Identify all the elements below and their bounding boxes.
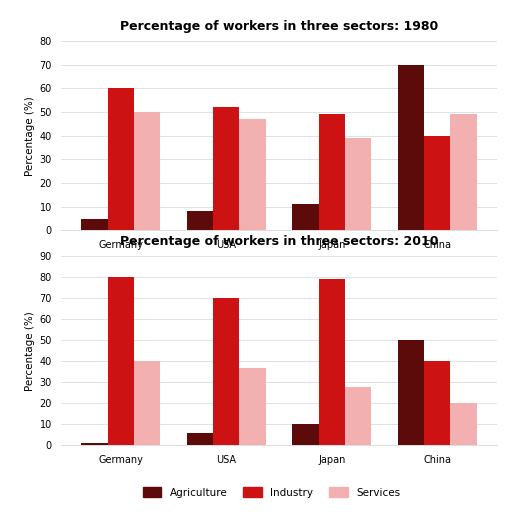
Bar <box>424 136 451 230</box>
Bar <box>240 119 266 230</box>
Bar <box>451 114 477 230</box>
Legend: Agriculture, Industry, Services: Agriculture, Industry, Services <box>139 482 404 502</box>
Bar <box>108 277 134 445</box>
Bar <box>213 298 240 445</box>
Bar <box>134 112 160 230</box>
Bar <box>187 433 213 445</box>
Y-axis label: Percentage (%): Percentage (%) <box>25 311 35 391</box>
Bar <box>292 424 318 445</box>
Bar <box>398 65 424 230</box>
Bar <box>318 279 345 445</box>
Title: Percentage of workers in three sectors: 1980: Percentage of workers in three sectors: … <box>120 20 438 33</box>
Bar <box>81 219 108 230</box>
Bar <box>451 403 477 445</box>
Bar <box>81 443 108 445</box>
Bar <box>345 138 371 230</box>
Bar <box>134 361 160 445</box>
Bar <box>108 88 134 230</box>
Bar <box>240 368 266 445</box>
Bar <box>213 108 240 230</box>
Bar <box>398 340 424 445</box>
Bar <box>292 204 318 230</box>
Bar <box>345 387 371 445</box>
Bar <box>424 361 451 445</box>
Bar <box>187 211 213 230</box>
Y-axis label: Percentage (%): Percentage (%) <box>25 96 35 176</box>
Title: Percentage of workers in three sectors: 2010: Percentage of workers in three sectors: … <box>120 235 438 248</box>
Bar <box>318 114 345 230</box>
